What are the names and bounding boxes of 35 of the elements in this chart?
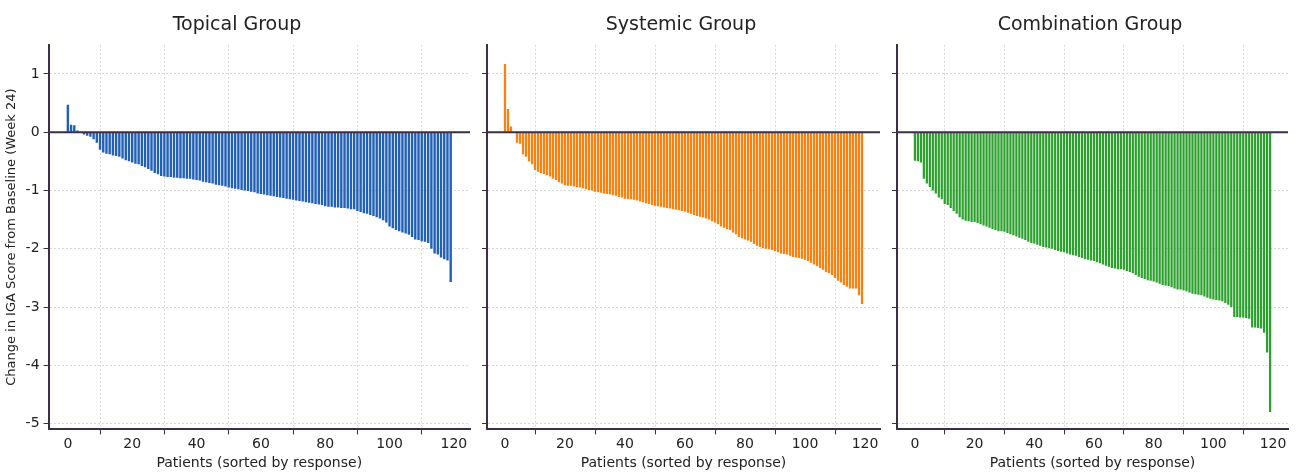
x-axis-title: Patients (sorted by response) [580,454,787,471]
x-tick-label: 60 [1085,435,1103,452]
x-tick-label: 100 [376,435,403,452]
x-tick-label: 20 [965,435,984,452]
x-tick-label: 20 [123,435,142,452]
x-tick-label: 100 [1200,435,1227,452]
x-tick-label: 40 [616,435,634,452]
y-tick-label: -2 [25,239,40,256]
x-axis-title: Patients (sorted by response) [989,454,1196,471]
x-tick-label: 80 [316,435,335,452]
x-tick-label: 0 [63,435,73,452]
x-axis-title: Patients (sorted by response) [156,454,363,471]
x-tick-label: 40 [187,435,206,452]
y-tick-label: -5 [25,414,40,431]
x-tick-label: 60 [251,435,270,452]
x-tick-label: 120 [1259,435,1287,452]
y-tick-label: -1 [25,181,40,198]
chart-title: Systemic Group [605,12,757,35]
chart-title: Topical Group [171,12,302,35]
x-tick-label: 60 [676,435,694,452]
x-tick-label: 120 [851,435,879,452]
y-tick-label: 1 [30,64,40,81]
chart-title: Combination Group [997,12,1183,35]
x-tick-label: 20 [556,435,574,452]
y-tick-label: -4 [25,355,40,372]
y-tick-label: -3 [25,297,40,314]
x-tick-label: 40 [1025,435,1044,452]
y-tick-label: 0 [30,122,40,139]
x-tick-label: 0 [500,435,510,452]
x-tick-label: 80 [1144,435,1163,452]
x-tick-label: 100 [791,435,819,452]
x-tick-label: 80 [736,435,754,452]
y-axis-title: Change in IGA Score from Baseline (Week 24) [3,88,19,386]
x-tick-label: 120 [440,435,468,452]
x-tick-label: 0 [910,435,920,452]
